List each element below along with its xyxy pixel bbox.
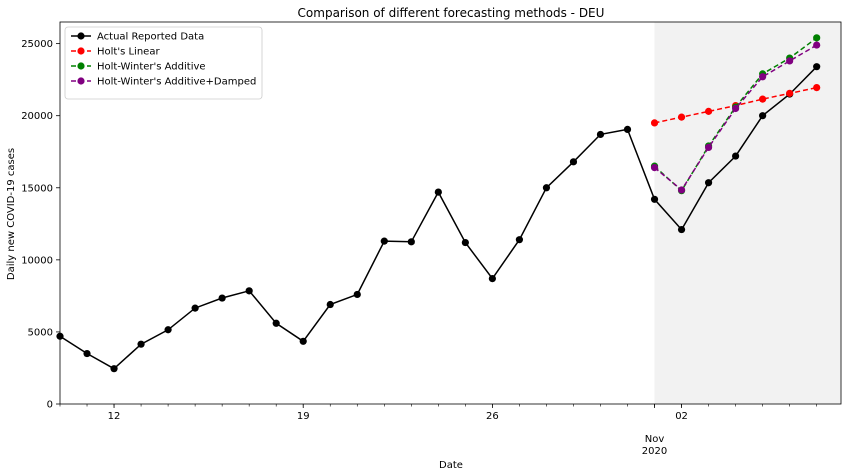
- x-axis-title: Date: [439, 460, 463, 471]
- data-point: [732, 152, 740, 160]
- data-point: [677, 186, 686, 194]
- data-point: [218, 294, 226, 302]
- data-point: [813, 63, 821, 71]
- data-point: [164, 326, 172, 334]
- data-point: [650, 163, 659, 172]
- legend-box: [64, 26, 263, 100]
- data-point: [704, 107, 713, 115]
- data-point: [759, 112, 767, 120]
- legend-entry: Holt's Linear: [71, 47, 160, 58]
- y-tick-label: 15000: [21, 183, 53, 194]
- x-year-label: 2020: [642, 446, 667, 457]
- legend-label: Actual Reported Data: [97, 32, 204, 43]
- forecast-region-layer: [654, 22, 841, 404]
- data-point: [245, 287, 253, 295]
- x-month-label: Nov: [645, 434, 665, 445]
- data-point: [704, 143, 713, 152]
- data-point: [191, 304, 199, 312]
- data-point: [380, 237, 388, 245]
- series-3: [650, 41, 821, 194]
- y-tick-label: 10000: [21, 255, 53, 266]
- y-tick-label: 5000: [28, 327, 53, 338]
- series-layer: [56, 34, 821, 373]
- x-tick-label: 12: [108, 411, 121, 422]
- data-point: [407, 238, 415, 246]
- data-point: [623, 125, 632, 133]
- data-point: [596, 130, 605, 139]
- data-point: [137, 340, 145, 348]
- legend-marker: [77, 47, 85, 55]
- data-point: [786, 89, 794, 97]
- y-tick-label: 0: [47, 400, 53, 411]
- data-point: [677, 113, 686, 121]
- legend: Actual Reported Data Holt's Linear Holt-Wi…: [64, 26, 263, 100]
- data-point: [326, 300, 334, 309]
- legend-entry: Holt-Winter's Additive: [71, 62, 206, 73]
- series-0: [56, 63, 821, 373]
- data-point: [704, 179, 713, 187]
- data-point: [515, 236, 524, 244]
- data-point: [732, 104, 740, 113]
- data-point: [650, 119, 659, 127]
- legend-label: Holt-Winter's Additive+Damped: [97, 77, 256, 88]
- data-point: [488, 274, 496, 283]
- data-point: [110, 365, 118, 373]
- legend-marker: [77, 77, 85, 85]
- data-point: [677, 225, 686, 234]
- legend-entry: Holt-Winter's Additive+Damped: [71, 77, 256, 88]
- chart-title: Comparison of different forecasting meth…: [298, 6, 605, 20]
- x-tick-label: 02: [675, 411, 688, 422]
- y-axis-title: Daily new COVID-19 cases: [6, 148, 17, 280]
- data-point: [786, 57, 794, 65]
- legend-marker: [77, 32, 85, 40]
- legend-entry: Actual Reported Data: [71, 32, 204, 43]
- data-point: [813, 41, 821, 49]
- x-tick-label: 26: [486, 411, 499, 422]
- legend-label: Holt-Winter's Additive: [97, 62, 206, 73]
- data-point: [353, 290, 361, 299]
- data-point: [542, 184, 551, 192]
- data-point: [461, 238, 469, 247]
- legend-label: Holt's Linear: [97, 47, 160, 58]
- data-point: [813, 83, 821, 92]
- data-point: [299, 337, 307, 345]
- legend-marker: [77, 62, 85, 70]
- plot-frame: [59, 21, 842, 405]
- data-point: [569, 158, 578, 166]
- data-point: [434, 188, 442, 196]
- forecast-region: [654, 22, 841, 404]
- data-point: [83, 349, 91, 358]
- data-point: [759, 95, 767, 103]
- data-point: [759, 73, 767, 81]
- x-tick-label: 19: [297, 411, 310, 422]
- data-point: [272, 319, 280, 327]
- data-point: [813, 34, 821, 42]
- y-tick-label: 20000: [21, 111, 53, 122]
- y-tick-label: 25000: [21, 39, 53, 50]
- data-point: [650, 195, 659, 203]
